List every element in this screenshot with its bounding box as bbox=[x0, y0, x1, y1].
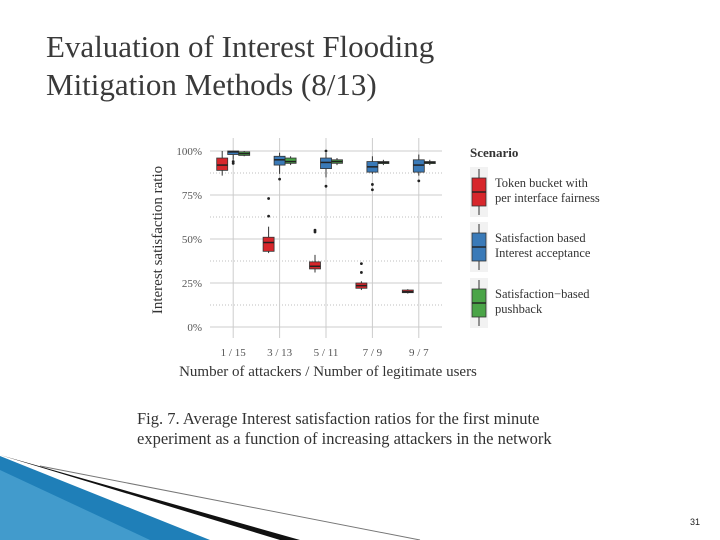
slide-title-line-2: Mitigation Methods (8/13) bbox=[46, 67, 377, 102]
outlier-point bbox=[267, 214, 270, 218]
box-satisfaction_accept bbox=[227, 150, 240, 165]
box-satisfaction_pushback bbox=[331, 158, 343, 166]
box-body bbox=[412, 159, 425, 173]
box-satisfaction_pushback bbox=[284, 156, 297, 166]
y-tick-label: 100% bbox=[176, 146, 202, 158]
legend-title: Scenario bbox=[470, 145, 518, 160]
box-satisfaction_pushback bbox=[238, 151, 251, 157]
legend-label-line-2: pushback bbox=[495, 302, 543, 316]
box-body bbox=[216, 157, 229, 171]
outlier-point bbox=[371, 188, 374, 192]
corner-stripe bbox=[0, 455, 300, 540]
x-tick-label: 5 / 11 bbox=[314, 347, 339, 359]
x-tick-label: 1 / 15 bbox=[221, 347, 247, 359]
corner-decoration-light bbox=[0, 470, 150, 540]
x-axis-label: Number of attackers / Number of legitima… bbox=[179, 364, 477, 380]
box-token_bucket bbox=[309, 228, 321, 273]
box-body bbox=[284, 157, 297, 164]
outlier-point bbox=[360, 271, 363, 274]
box-token_bucket bbox=[401, 289, 414, 294]
outlier-point bbox=[417, 179, 421, 183]
box-body bbox=[273, 155, 286, 166]
box-satisfaction_accept bbox=[366, 156, 379, 192]
outlier-point bbox=[360, 262, 363, 266]
slide-title: Evaluation of Interest Flooding Mitigati… bbox=[46, 28, 646, 104]
box-layer bbox=[216, 149, 436, 294]
x-tick-label: 7 / 9 bbox=[363, 347, 383, 359]
caption-line-2: experiment as a function of increasing a… bbox=[137, 429, 552, 448]
figure-caption: Fig. 7. Average Interest satisfaction ra… bbox=[137, 409, 637, 449]
box-token_bucket bbox=[355, 262, 368, 291]
caption-line-1: Fig. 7. Average Interest satisfaction ra… bbox=[137, 409, 540, 428]
outlier-point bbox=[231, 160, 235, 163]
x-tick-label: 9 / 7 bbox=[409, 347, 429, 359]
x-tick-label: 3 / 13 bbox=[267, 347, 293, 359]
legend-label-line-1: Token bucket with bbox=[495, 176, 589, 190]
legend-label-line-1: Satisfaction−based bbox=[495, 287, 590, 301]
legend-label-line-1: Satisfaction based bbox=[495, 231, 586, 245]
outlier-point bbox=[371, 183, 374, 186]
axis-layer: 0% 25% 50% 75% 100% 1 / 15 3 / 13 5 / 11 7 / 9 9 … bbox=[176, 146, 429, 359]
legend-label-line-2: Interest acceptance bbox=[495, 246, 591, 260]
outlier-point bbox=[324, 149, 328, 153]
box-body bbox=[309, 261, 321, 270]
y-tick-label: 0% bbox=[187, 322, 202, 334]
box-satisfaction_accept bbox=[412, 154, 425, 183]
legend-label-line-2: per interface fairness bbox=[495, 191, 600, 205]
outlier-point bbox=[313, 228, 317, 232]
box-satisfaction_pushback bbox=[423, 159, 436, 166]
outlier-point bbox=[267, 197, 270, 200]
box-body bbox=[320, 157, 332, 169]
corner-line bbox=[39, 465, 421, 540]
box-satisfaction_pushback bbox=[377, 159, 390, 166]
y-tick-label: 50% bbox=[182, 234, 202, 246]
y-axis-label: Interest satisfaction ratio bbox=[150, 166, 166, 314]
y-tick-label: 75% bbox=[182, 190, 202, 202]
slide-title-line-1: Evaluation of Interest Flooding bbox=[46, 29, 435, 64]
box-token_bucket bbox=[216, 151, 229, 176]
page-number: 31 bbox=[690, 517, 701, 527]
box-body bbox=[262, 236, 275, 252]
outlier-point bbox=[324, 184, 328, 188]
box-token_bucket bbox=[262, 197, 275, 254]
y-tick-label: 25% bbox=[182, 278, 202, 290]
outlier-point bbox=[278, 177, 281, 181]
